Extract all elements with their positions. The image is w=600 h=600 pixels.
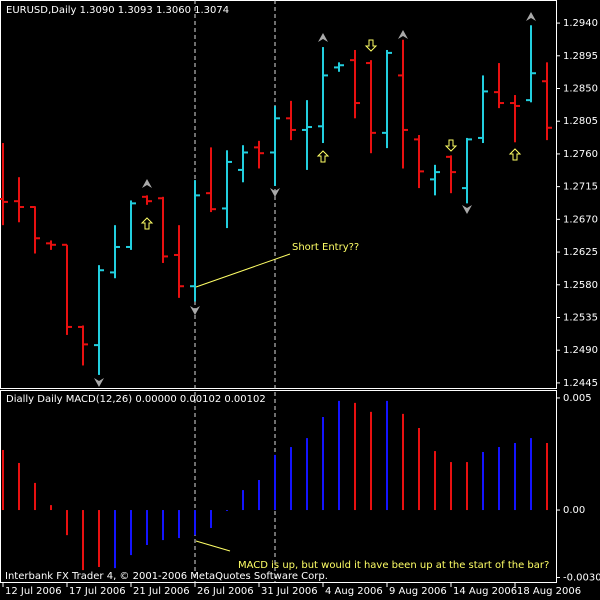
y-tick-label: 1.2625 — [563, 247, 598, 258]
y-tick-label: 1.2940 — [563, 18, 598, 29]
y-tick-label: 1.2895 — [563, 51, 598, 62]
y-tick-label: 1.2760 — [563, 149, 598, 160]
signal-up — [508, 148, 522, 161]
y-tick-label: 1.2535 — [563, 312, 598, 323]
signal-down — [364, 39, 378, 52]
signal-up — [140, 217, 154, 230]
fractal-down — [270, 188, 280, 197]
footer: Interbank FX Trader 4, © 2001-2006 MetaQ… — [5, 571, 328, 582]
x-tick-label: 31 Jul 2006 — [261, 586, 318, 597]
x-tick-label: 12 Jul 2006 — [5, 586, 62, 597]
y-tick-label: 0.005 — [563, 393, 592, 404]
annotation: MACD is up, but would it have been up at… — [238, 560, 549, 571]
price-panel — [0, 0, 557, 389]
signal-down — [444, 139, 458, 152]
indicator-title: Dially Daily MACD(12,26) 0.00000 0.00102… — [6, 394, 266, 405]
y-tick-label: -0.00301 — [563, 573, 600, 584]
y-tick-label: 1.2490 — [563, 345, 598, 356]
y-tick-label: 1.2715 — [563, 182, 598, 193]
fractal-up — [142, 179, 152, 188]
x-tick-label: 14 Aug 2006 — [453, 586, 517, 597]
y-tick-label: 1.2850 — [563, 84, 598, 95]
annotation-line — [195, 253, 291, 288]
fractal-down — [462, 205, 472, 214]
y-tick-label: 1.2580 — [563, 280, 598, 291]
annotation: Short Entry?? — [292, 242, 359, 253]
annotation-line — [195, 540, 231, 552]
y-tick-label: 1.2805 — [563, 116, 598, 127]
x-tick-label: 9 Aug 2006 — [389, 586, 447, 597]
x-tick-label: 21 Jul 2006 — [133, 586, 190, 597]
x-tick-label: 26 Jul 2006 — [197, 586, 254, 597]
x-tick-label: 4 Aug 2006 — [325, 586, 383, 597]
fractal-down — [190, 306, 200, 315]
x-tick-label: 18 Aug 2006 — [517, 586, 581, 597]
y-tick-label: 1.2445 — [563, 378, 598, 389]
fractal-down — [94, 378, 104, 387]
fractal-up — [398, 30, 408, 39]
fractal-up — [318, 33, 328, 42]
chart-title: EURUSD,Daily 1.3090 1.3093 1.3060 1.3074 — [6, 5, 229, 16]
x-tick-label: 17 Jul 2006 — [69, 586, 126, 597]
y-tick-label: 0.00 — [563, 505, 585, 516]
fractal-up — [526, 12, 536, 21]
y-tick-label: 1.2670 — [563, 214, 598, 225]
signal-up — [316, 150, 330, 163]
macd-panel — [0, 390, 557, 583]
